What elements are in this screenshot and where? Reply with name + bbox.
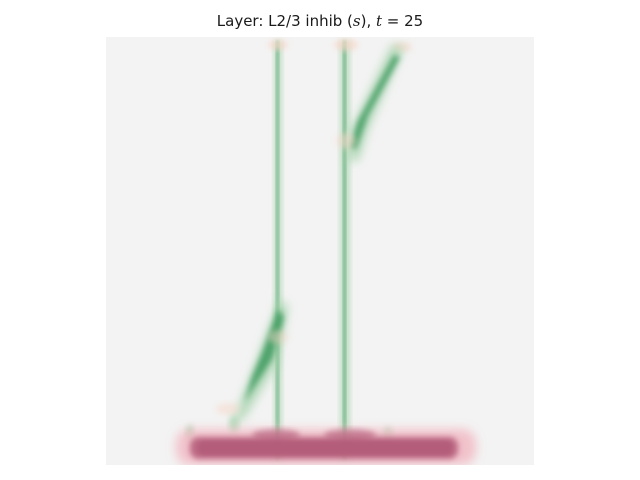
heatmap-svg [106,37,534,465]
chart-title: Layer: L2/3 inhib (s), t = 25 [0,12,640,30]
vertical-trace-right [340,41,350,459]
vertical-trace-left [274,41,282,459]
lower-diagonal-streak [216,299,288,429]
title-variable: s [352,12,361,30]
title-prefix: Layer: L2/3 inhib ( [216,12,353,30]
title-time-value: 25 [404,12,424,30]
bottom-band [176,429,476,465]
heatmap-panel [106,37,534,465]
title-equals: = [382,12,405,30]
title-time-variable: t [376,12,383,30]
upper-diagonal-streak [336,45,404,161]
title-mid: ), [360,12,376,30]
heatmap-background [106,37,534,465]
